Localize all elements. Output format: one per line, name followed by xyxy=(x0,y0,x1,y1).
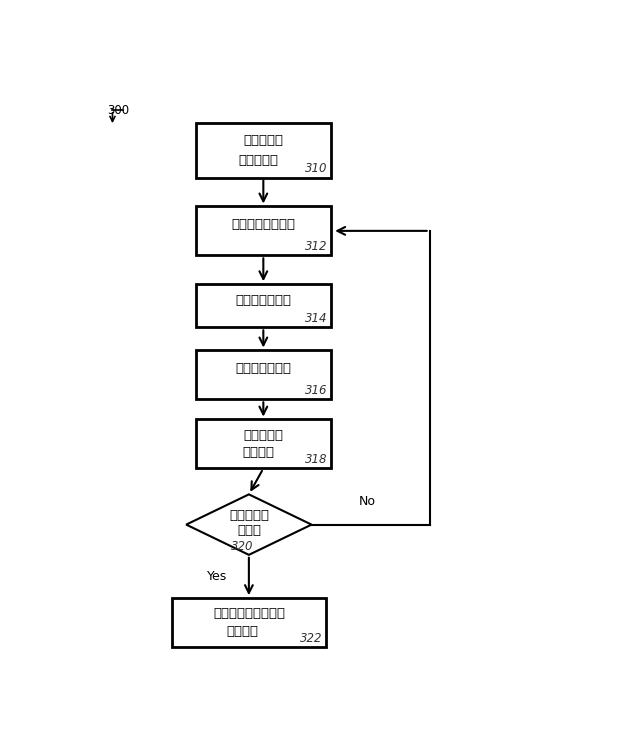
Text: 検出？: 検出？ xyxy=(237,524,261,537)
FancyBboxPatch shape xyxy=(196,123,331,177)
Text: 停止条件を: 停止条件を xyxy=(229,509,269,522)
FancyBboxPatch shape xyxy=(196,284,331,328)
Text: 実験を選択する: 実験を選択する xyxy=(235,294,291,307)
FancyBboxPatch shape xyxy=(196,350,331,399)
Text: 318: 318 xyxy=(305,453,327,466)
Text: 300: 300 xyxy=(107,104,129,117)
Text: 310: 310 xyxy=(305,162,327,175)
Text: No: No xyxy=(358,495,376,508)
Text: 停止する: 停止する xyxy=(226,625,259,638)
Text: 320: 320 xyxy=(231,540,254,553)
FancyBboxPatch shape xyxy=(172,598,326,647)
Text: 316: 316 xyxy=(305,384,327,397)
Text: 実験空間を: 実験空間を xyxy=(243,134,284,147)
Text: 更新する: 更新する xyxy=(242,447,274,459)
Text: 実験を実行する: 実験を実行する xyxy=(235,363,291,375)
Polygon shape xyxy=(186,494,312,555)
Text: 322: 322 xyxy=(300,632,322,645)
Text: 312: 312 xyxy=(305,240,327,253)
Text: 実験空間を: 実験空間を xyxy=(243,429,284,441)
Text: 初期化する: 初期化する xyxy=(238,153,278,167)
Text: Yes: Yes xyxy=(207,570,228,583)
FancyBboxPatch shape xyxy=(196,206,331,255)
Text: 314: 314 xyxy=(305,312,327,325)
Text: アクティブな学習を: アクティブな学習を xyxy=(213,607,285,620)
Text: モデルを生成する: モデルを生成する xyxy=(231,218,295,231)
FancyBboxPatch shape xyxy=(196,420,331,468)
